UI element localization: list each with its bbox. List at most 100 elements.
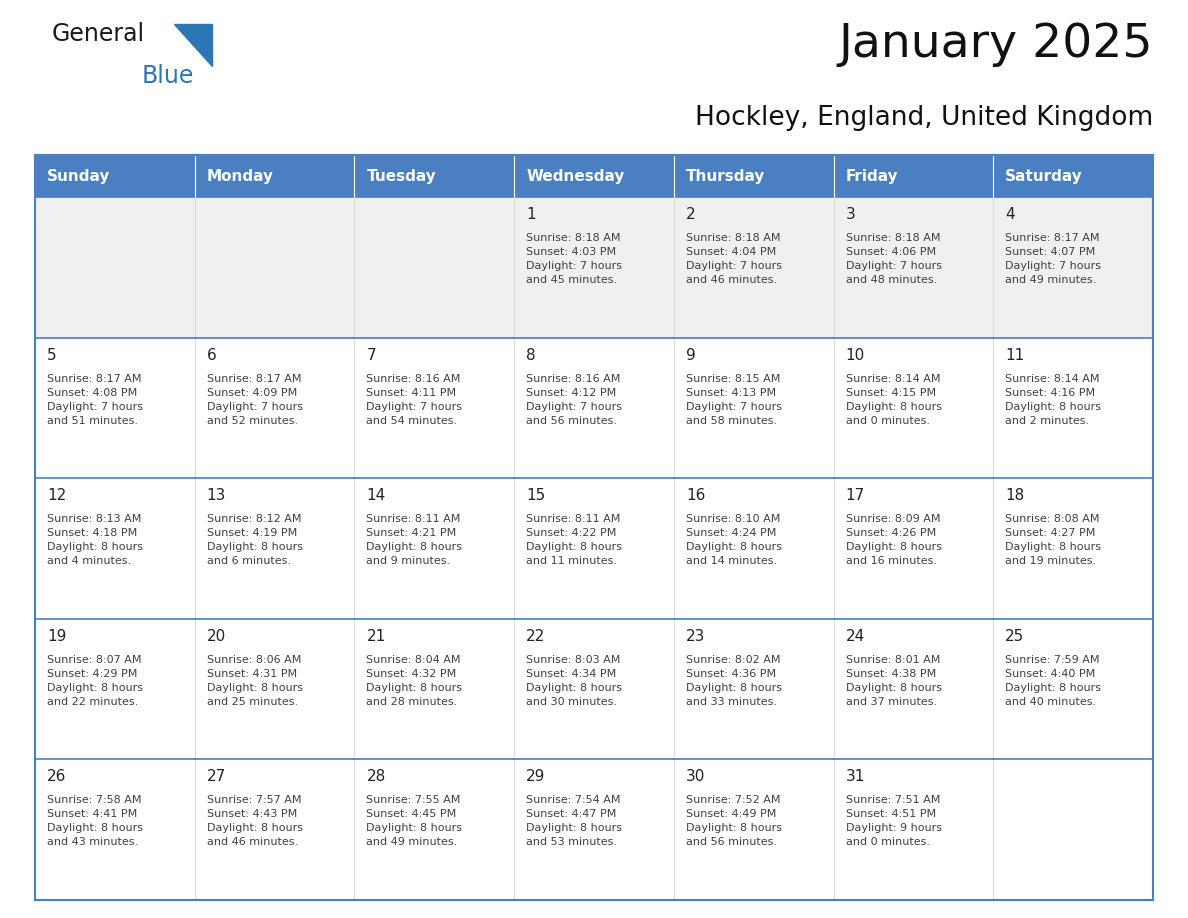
Bar <box>354 478 514 619</box>
Text: Sunrise: 8:18 AM
Sunset: 4:06 PM
Daylight: 7 hours
and 48 minutes.: Sunrise: 8:18 AM Sunset: 4:06 PM Dayligh… <box>846 233 942 285</box>
Text: 4: 4 <box>1005 207 1015 222</box>
Text: 29: 29 <box>526 769 545 784</box>
Text: 19: 19 <box>48 629 67 644</box>
Bar <box>993 155 1154 197</box>
Text: Sunrise: 8:07 AM
Sunset: 4:29 PM
Daylight: 8 hours
and 22 minutes.: Sunrise: 8:07 AM Sunset: 4:29 PM Dayligh… <box>48 655 143 707</box>
Text: January 2025: January 2025 <box>839 22 1154 67</box>
Bar <box>34 338 195 478</box>
Text: 14: 14 <box>366 488 386 503</box>
Text: 24: 24 <box>846 629 865 644</box>
Text: 20: 20 <box>207 629 226 644</box>
Bar <box>993 759 1154 900</box>
Text: Thursday: Thursday <box>685 169 765 184</box>
Bar <box>34 619 195 759</box>
Text: 15: 15 <box>526 488 545 503</box>
Bar <box>674 759 834 900</box>
Text: General: General <box>52 22 145 46</box>
Text: 18: 18 <box>1005 488 1024 503</box>
Text: Sunrise: 8:11 AM
Sunset: 4:22 PM
Daylight: 8 hours
and 11 minutes.: Sunrise: 8:11 AM Sunset: 4:22 PM Dayligh… <box>526 514 623 566</box>
Text: Sunrise: 8:02 AM
Sunset: 4:36 PM
Daylight: 8 hours
and 33 minutes.: Sunrise: 8:02 AM Sunset: 4:36 PM Dayligh… <box>685 655 782 707</box>
Text: 3: 3 <box>846 207 855 222</box>
Bar <box>195 338 354 478</box>
Bar <box>354 619 514 759</box>
Text: 7: 7 <box>366 348 377 363</box>
Text: 23: 23 <box>685 629 706 644</box>
Bar <box>993 338 1154 478</box>
Text: Sunrise: 8:08 AM
Sunset: 4:27 PM
Daylight: 8 hours
and 19 minutes.: Sunrise: 8:08 AM Sunset: 4:27 PM Dayligh… <box>1005 514 1101 566</box>
Bar <box>195 155 354 197</box>
Text: 2: 2 <box>685 207 695 222</box>
Text: Sunrise: 7:57 AM
Sunset: 4:43 PM
Daylight: 8 hours
and 46 minutes.: Sunrise: 7:57 AM Sunset: 4:43 PM Dayligh… <box>207 795 303 847</box>
Bar <box>993 619 1154 759</box>
Bar <box>674 155 834 197</box>
Text: Sunrise: 8:01 AM
Sunset: 4:38 PM
Daylight: 8 hours
and 37 minutes.: Sunrise: 8:01 AM Sunset: 4:38 PM Dayligh… <box>846 655 942 707</box>
Bar <box>34 155 195 197</box>
Text: 26: 26 <box>48 769 67 784</box>
Bar <box>514 197 674 338</box>
Text: 13: 13 <box>207 488 226 503</box>
Bar <box>514 155 674 197</box>
Text: Sunrise: 8:09 AM
Sunset: 4:26 PM
Daylight: 8 hours
and 16 minutes.: Sunrise: 8:09 AM Sunset: 4:26 PM Dayligh… <box>846 514 942 566</box>
Text: Sunrise: 8:06 AM
Sunset: 4:31 PM
Daylight: 8 hours
and 25 minutes.: Sunrise: 8:06 AM Sunset: 4:31 PM Dayligh… <box>207 655 303 707</box>
Text: Saturday: Saturday <box>1005 169 1083 184</box>
Bar <box>354 155 514 197</box>
Bar <box>354 197 514 338</box>
Text: Sunrise: 8:10 AM
Sunset: 4:24 PM
Daylight: 8 hours
and 14 minutes.: Sunrise: 8:10 AM Sunset: 4:24 PM Dayligh… <box>685 514 782 566</box>
Text: 5: 5 <box>48 348 57 363</box>
Polygon shape <box>173 24 211 66</box>
Bar <box>195 478 354 619</box>
Bar <box>514 619 674 759</box>
Text: Sunrise: 8:17 AM
Sunset: 4:09 PM
Daylight: 7 hours
and 52 minutes.: Sunrise: 8:17 AM Sunset: 4:09 PM Dayligh… <box>207 374 303 426</box>
Text: Hockley, England, United Kingdom: Hockley, England, United Kingdom <box>695 105 1154 131</box>
Bar <box>993 197 1154 338</box>
Text: Sunday: Sunday <box>48 169 110 184</box>
Bar <box>354 338 514 478</box>
Text: 30: 30 <box>685 769 706 784</box>
Text: Tuesday: Tuesday <box>366 169 436 184</box>
Text: 6: 6 <box>207 348 216 363</box>
Text: 1: 1 <box>526 207 536 222</box>
Text: Sunrise: 8:17 AM
Sunset: 4:07 PM
Daylight: 7 hours
and 49 minutes.: Sunrise: 8:17 AM Sunset: 4:07 PM Dayligh… <box>1005 233 1101 285</box>
Text: 31: 31 <box>846 769 865 784</box>
Text: 17: 17 <box>846 488 865 503</box>
Text: 9: 9 <box>685 348 696 363</box>
Text: Sunrise: 7:54 AM
Sunset: 4:47 PM
Daylight: 8 hours
and 53 minutes.: Sunrise: 7:54 AM Sunset: 4:47 PM Dayligh… <box>526 795 623 847</box>
Text: Sunrise: 8:12 AM
Sunset: 4:19 PM
Daylight: 8 hours
and 6 minutes.: Sunrise: 8:12 AM Sunset: 4:19 PM Dayligh… <box>207 514 303 566</box>
Bar <box>674 619 834 759</box>
Bar <box>674 478 834 619</box>
Text: 22: 22 <box>526 629 545 644</box>
Text: 27: 27 <box>207 769 226 784</box>
Text: Sunrise: 8:16 AM
Sunset: 4:11 PM
Daylight: 7 hours
and 54 minutes.: Sunrise: 8:16 AM Sunset: 4:11 PM Dayligh… <box>366 374 462 426</box>
Bar <box>834 155 993 197</box>
Text: Sunrise: 8:18 AM
Sunset: 4:03 PM
Daylight: 7 hours
and 45 minutes.: Sunrise: 8:18 AM Sunset: 4:03 PM Dayligh… <box>526 233 623 285</box>
Text: Sunrise: 8:17 AM
Sunset: 4:08 PM
Daylight: 7 hours
and 51 minutes.: Sunrise: 8:17 AM Sunset: 4:08 PM Dayligh… <box>48 374 143 426</box>
Text: Monday: Monday <box>207 169 273 184</box>
Bar <box>34 759 195 900</box>
Text: 28: 28 <box>366 769 386 784</box>
Bar <box>514 759 674 900</box>
Bar <box>34 155 1154 900</box>
Text: Sunrise: 8:04 AM
Sunset: 4:32 PM
Daylight: 8 hours
and 28 minutes.: Sunrise: 8:04 AM Sunset: 4:32 PM Dayligh… <box>366 655 462 707</box>
Bar <box>195 619 354 759</box>
Bar <box>34 478 195 619</box>
Text: 11: 11 <box>1005 348 1024 363</box>
Bar <box>834 759 993 900</box>
Text: Sunrise: 7:59 AM
Sunset: 4:40 PM
Daylight: 8 hours
and 40 minutes.: Sunrise: 7:59 AM Sunset: 4:40 PM Dayligh… <box>1005 655 1101 707</box>
Text: 25: 25 <box>1005 629 1024 644</box>
Bar <box>834 619 993 759</box>
Bar <box>674 338 834 478</box>
Text: Sunrise: 8:16 AM
Sunset: 4:12 PM
Daylight: 7 hours
and 56 minutes.: Sunrise: 8:16 AM Sunset: 4:12 PM Dayligh… <box>526 374 623 426</box>
Bar <box>354 759 514 900</box>
Bar <box>993 478 1154 619</box>
Text: Wednesday: Wednesday <box>526 169 625 184</box>
Text: Blue: Blue <box>143 64 195 88</box>
Text: Sunrise: 8:14 AM
Sunset: 4:15 PM
Daylight: 8 hours
and 0 minutes.: Sunrise: 8:14 AM Sunset: 4:15 PM Dayligh… <box>846 374 942 426</box>
Bar <box>195 759 354 900</box>
Bar <box>514 338 674 478</box>
Bar <box>195 197 354 338</box>
Text: Sunrise: 8:11 AM
Sunset: 4:21 PM
Daylight: 8 hours
and 9 minutes.: Sunrise: 8:11 AM Sunset: 4:21 PM Dayligh… <box>366 514 462 566</box>
Text: Sunrise: 7:55 AM
Sunset: 4:45 PM
Daylight: 8 hours
and 49 minutes.: Sunrise: 7:55 AM Sunset: 4:45 PM Dayligh… <box>366 795 462 847</box>
Text: Sunrise: 8:03 AM
Sunset: 4:34 PM
Daylight: 8 hours
and 30 minutes.: Sunrise: 8:03 AM Sunset: 4:34 PM Dayligh… <box>526 655 623 707</box>
Bar <box>674 197 834 338</box>
Bar <box>834 338 993 478</box>
